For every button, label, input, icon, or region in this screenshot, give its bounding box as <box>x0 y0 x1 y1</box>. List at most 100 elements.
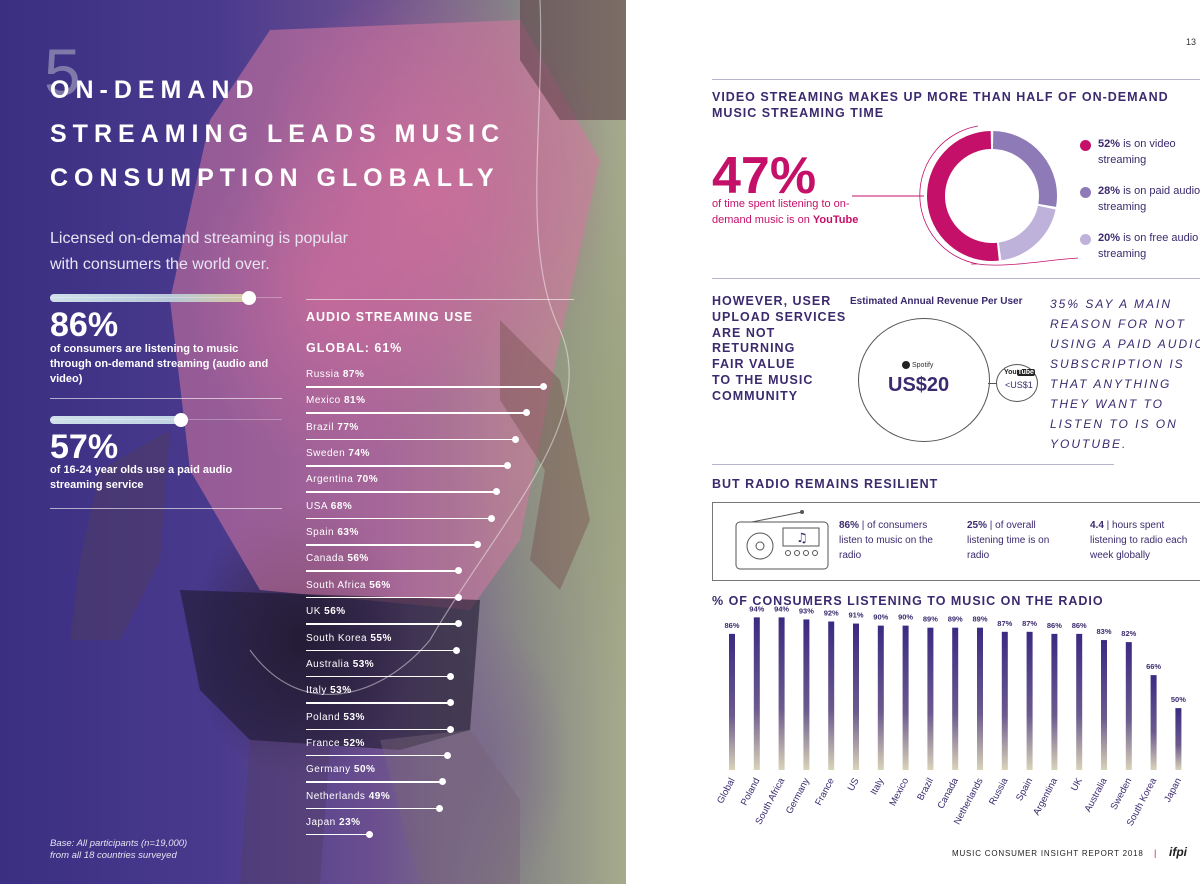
radio-chart-title: % OF CONSUMERS LISTENING TO MUSIC ON THE… <box>712 594 1104 608</box>
bar-value-label: 94% <box>749 604 764 613</box>
country-bar-line <box>306 438 516 441</box>
radio-stat-reach-value: 86% <box>839 520 860 531</box>
bar-category-label: Italy <box>869 776 887 797</box>
country-pct: 53% <box>343 711 365 723</box>
base-note: Base: All participants (n=19,000) from a… <box>50 838 187 862</box>
bar-category-label: Spain <box>1014 776 1035 803</box>
bar-value-label: 87% <box>997 619 1012 628</box>
country-name: South Africa <box>306 579 370 591</box>
country-bar-line <box>306 649 456 651</box>
audio-streaming-title: AUDIO STREAMING USE <box>306 310 473 324</box>
country-pct: 55% <box>370 632 392 644</box>
bar-russia <box>1001 631 1008 770</box>
bar-value-label: 89% <box>972 615 987 624</box>
bar-uk <box>1076 633 1083 770</box>
country-bar-line <box>306 702 451 704</box>
bar-germany <box>803 619 810 770</box>
country-bar-line <box>306 570 459 572</box>
country-bar-line <box>306 754 448 757</box>
user-upload-statement: HOWEVER, USER UPLOAD SERVICES ARE NOT RE… <box>712 294 847 405</box>
circle-connector <box>988 383 997 384</box>
country-bar-dot <box>455 567 463 575</box>
bar-global <box>729 633 735 770</box>
bar-value-label: 86% <box>1047 621 1062 630</box>
divider <box>712 278 1200 279</box>
divider <box>306 299 574 300</box>
bar-category-label: UK <box>1069 776 1085 793</box>
divider <box>50 297 282 298</box>
donut-slice-paid <box>992 131 1057 207</box>
country-label: USA 68% <box>306 501 352 512</box>
bar-value-label: 93% <box>799 606 814 615</box>
country-label: UK 56% <box>306 606 346 617</box>
bar-value-label: 94% <box>774 604 789 613</box>
country-label: Japan 23% <box>306 817 361 828</box>
bar-category-label: Argentina <box>1031 776 1060 818</box>
stat-57-progress-bar <box>50 413 189 427</box>
youtube-logo: YouTube <box>1004 369 1035 376</box>
country-label: Sweden 74% <box>306 448 370 459</box>
country-pct: 77% <box>337 421 359 433</box>
donut-bracket-tail <box>977 257 1079 266</box>
donut-slices <box>927 131 1057 261</box>
country-pct: 56% <box>347 553 369 565</box>
donut-slice-free <box>998 205 1056 261</box>
youtube-share-description: of time spent listening to on-demand mus… <box>712 196 862 228</box>
country-label: South Korea 55% <box>306 633 392 644</box>
country-label: Argentina 70% <box>306 474 378 485</box>
bar-category-label: Japan <box>1162 776 1184 804</box>
legend-paid-text: is on paid audio streaming <box>1098 185 1200 213</box>
country-bar-dot <box>487 514 495 522</box>
country-bar-line <box>306 544 478 546</box>
country-name: Argentina <box>306 474 357 486</box>
bar-value-label: 91% <box>848 611 863 620</box>
country-name: France <box>306 737 344 749</box>
bar-italy <box>877 625 884 770</box>
country-label: Canada 56% <box>306 553 369 564</box>
country-name: UK <box>306 606 325 618</box>
bar-category-label: Sweden <box>1109 776 1135 811</box>
country-name: Australia <box>306 658 353 670</box>
country-bar-line <box>306 412 527 414</box>
youtube-share-text: of time spent listening to on-demand mus… <box>712 198 850 226</box>
bar-category-label: Global <box>715 776 738 805</box>
headline-line-3: CONSUMPTION GLOBALLY <box>50 164 500 192</box>
country-pct: 81% <box>343 395 366 407</box>
bar-value-label: 82% <box>1121 629 1136 638</box>
stat-86-value: 86% <box>50 306 119 344</box>
bar-value-label: 86% <box>1072 621 1087 630</box>
bar-category-label: Canada <box>936 776 962 811</box>
country-label: France 52% <box>306 738 365 749</box>
upload-line-5: FAIR VALUE <box>712 357 796 372</box>
divider <box>712 464 1114 465</box>
country-label: Germany 50% <box>306 764 375 775</box>
bar-value-label: 83% <box>1096 627 1111 636</box>
upload-line-3: ARE NOT <box>712 325 776 340</box>
bar-south-korea <box>1150 675 1157 770</box>
country-name: Russia <box>306 369 343 380</box>
radio-title: BUT RADIO REMAINS RESILIENT <box>712 477 939 491</box>
country-pct: 49% <box>368 790 391 802</box>
spotify-logo: Spotify <box>902 361 933 369</box>
bar-category-label: Australia <box>1083 776 1110 814</box>
bar-category-label: Mexico <box>887 776 911 808</box>
time-share-donut-chart <box>852 125 1079 266</box>
country-name: Spain <box>306 527 338 539</box>
youtube-share-value: 47% <box>712 147 817 205</box>
radio-stat-hours-value: 4.4 <box>1090 520 1104 531</box>
legend-video-pct: 52% <box>1098 138 1121 150</box>
radio-stat-time: 25% | of overall listening time is on ra… <box>967 518 1067 563</box>
country-bar-line <box>306 728 451 731</box>
country-bar-line <box>306 675 451 678</box>
country-name: Germany <box>306 764 354 776</box>
bar-japan <box>1175 708 1182 770</box>
radio-stats-box <box>712 502 1200 581</box>
country-bar-dot <box>444 751 452 759</box>
country-name: Italy <box>306 685 331 697</box>
upload-line-7: COMMUNITY <box>712 388 799 403</box>
bar-category-label: Poland <box>739 776 763 807</box>
country-bar-line <box>306 833 369 836</box>
country-bar-line <box>306 491 497 493</box>
